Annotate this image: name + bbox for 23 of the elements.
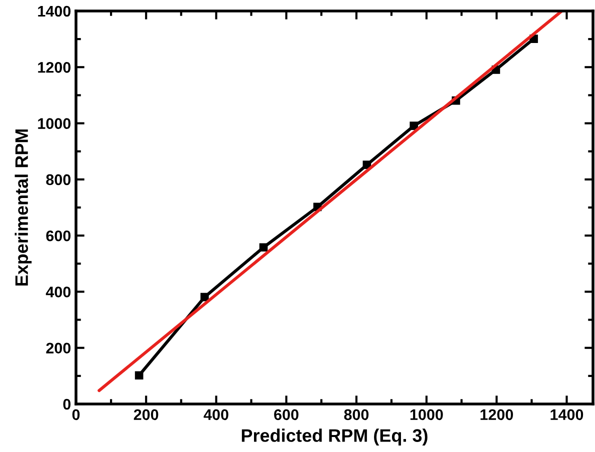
y-tick-label: 1000	[38, 118, 71, 129]
x-tick-label: 200	[134, 409, 158, 420]
y-tick-label: 1200	[38, 62, 71, 73]
x-tick-label: 400	[204, 409, 228, 420]
point	[200, 292, 209, 302]
x-axis-title: Predicted RPM (Eq. 3)	[242, 428, 428, 446]
point	[259, 243, 268, 252]
y-tick-label: 600	[46, 230, 71, 242]
point	[410, 122, 418, 130]
x-tick-label: 1200	[480, 409, 513, 420]
y-tick-label: 0	[63, 398, 71, 410]
x-tick-label: 800	[344, 409, 369, 420]
x-tick-label: 0	[72, 409, 80, 420]
x-tick-label: 600	[274, 409, 298, 420]
x-tick-label: 1400	[550, 409, 584, 420]
y-tick-label: 1400	[38, 6, 71, 17]
y-tick-label: 400	[46, 286, 71, 298]
point	[134, 371, 144, 380]
point	[362, 160, 372, 169]
x-tick-label: 1000	[410, 409, 443, 420]
y-tick-label: 200	[46, 342, 71, 354]
y-tick-label: 800	[46, 174, 71, 186]
y-axis-title: Experimental RPM	[14, 129, 32, 286]
